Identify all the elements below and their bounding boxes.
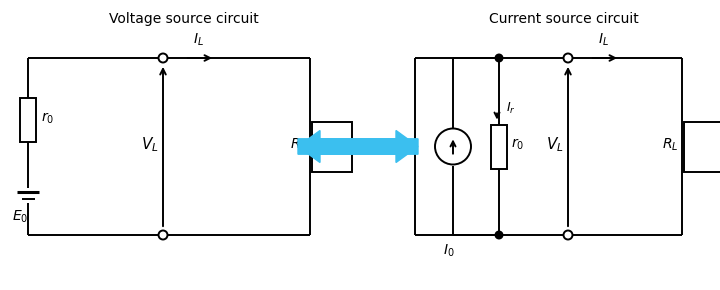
Text: $r_0$: $r_0$: [41, 110, 54, 126]
Text: $I_L$: $I_L$: [192, 32, 204, 48]
Bar: [20, 98, 36, 142]
Circle shape: [435, 128, 471, 164]
Text: $R_L$: $R_L$: [289, 136, 306, 153]
Bar: [312, 122, 352, 171]
Bar: [684, 122, 720, 171]
Text: $r_0$: $r_0$: [511, 137, 524, 152]
Text: $I_r$: $I_r$: [506, 101, 516, 116]
Text: $V_L$: $V_L$: [141, 135, 159, 154]
Bar: [491, 124, 507, 168]
Circle shape: [564, 231, 572, 240]
Text: $V_L$: $V_L$: [546, 135, 564, 154]
Text: $R_L$: $R_L$: [662, 136, 678, 153]
FancyArrow shape: [298, 130, 418, 162]
Circle shape: [495, 55, 503, 61]
Circle shape: [495, 231, 503, 238]
Text: $I_0$: $I_0$: [444, 243, 455, 259]
Text: $E_0$: $E_0$: [12, 209, 28, 225]
Text: $I_L$: $I_L$: [598, 32, 608, 48]
FancyArrow shape: [298, 130, 418, 162]
Circle shape: [158, 231, 168, 240]
Text: Current source circuit: Current source circuit: [489, 12, 639, 26]
Text: Load: Load: [319, 142, 346, 151]
Circle shape: [158, 53, 168, 63]
Text: Voltage source circuit: Voltage source circuit: [109, 12, 259, 26]
Text: Load: Load: [690, 142, 717, 151]
Circle shape: [564, 53, 572, 63]
